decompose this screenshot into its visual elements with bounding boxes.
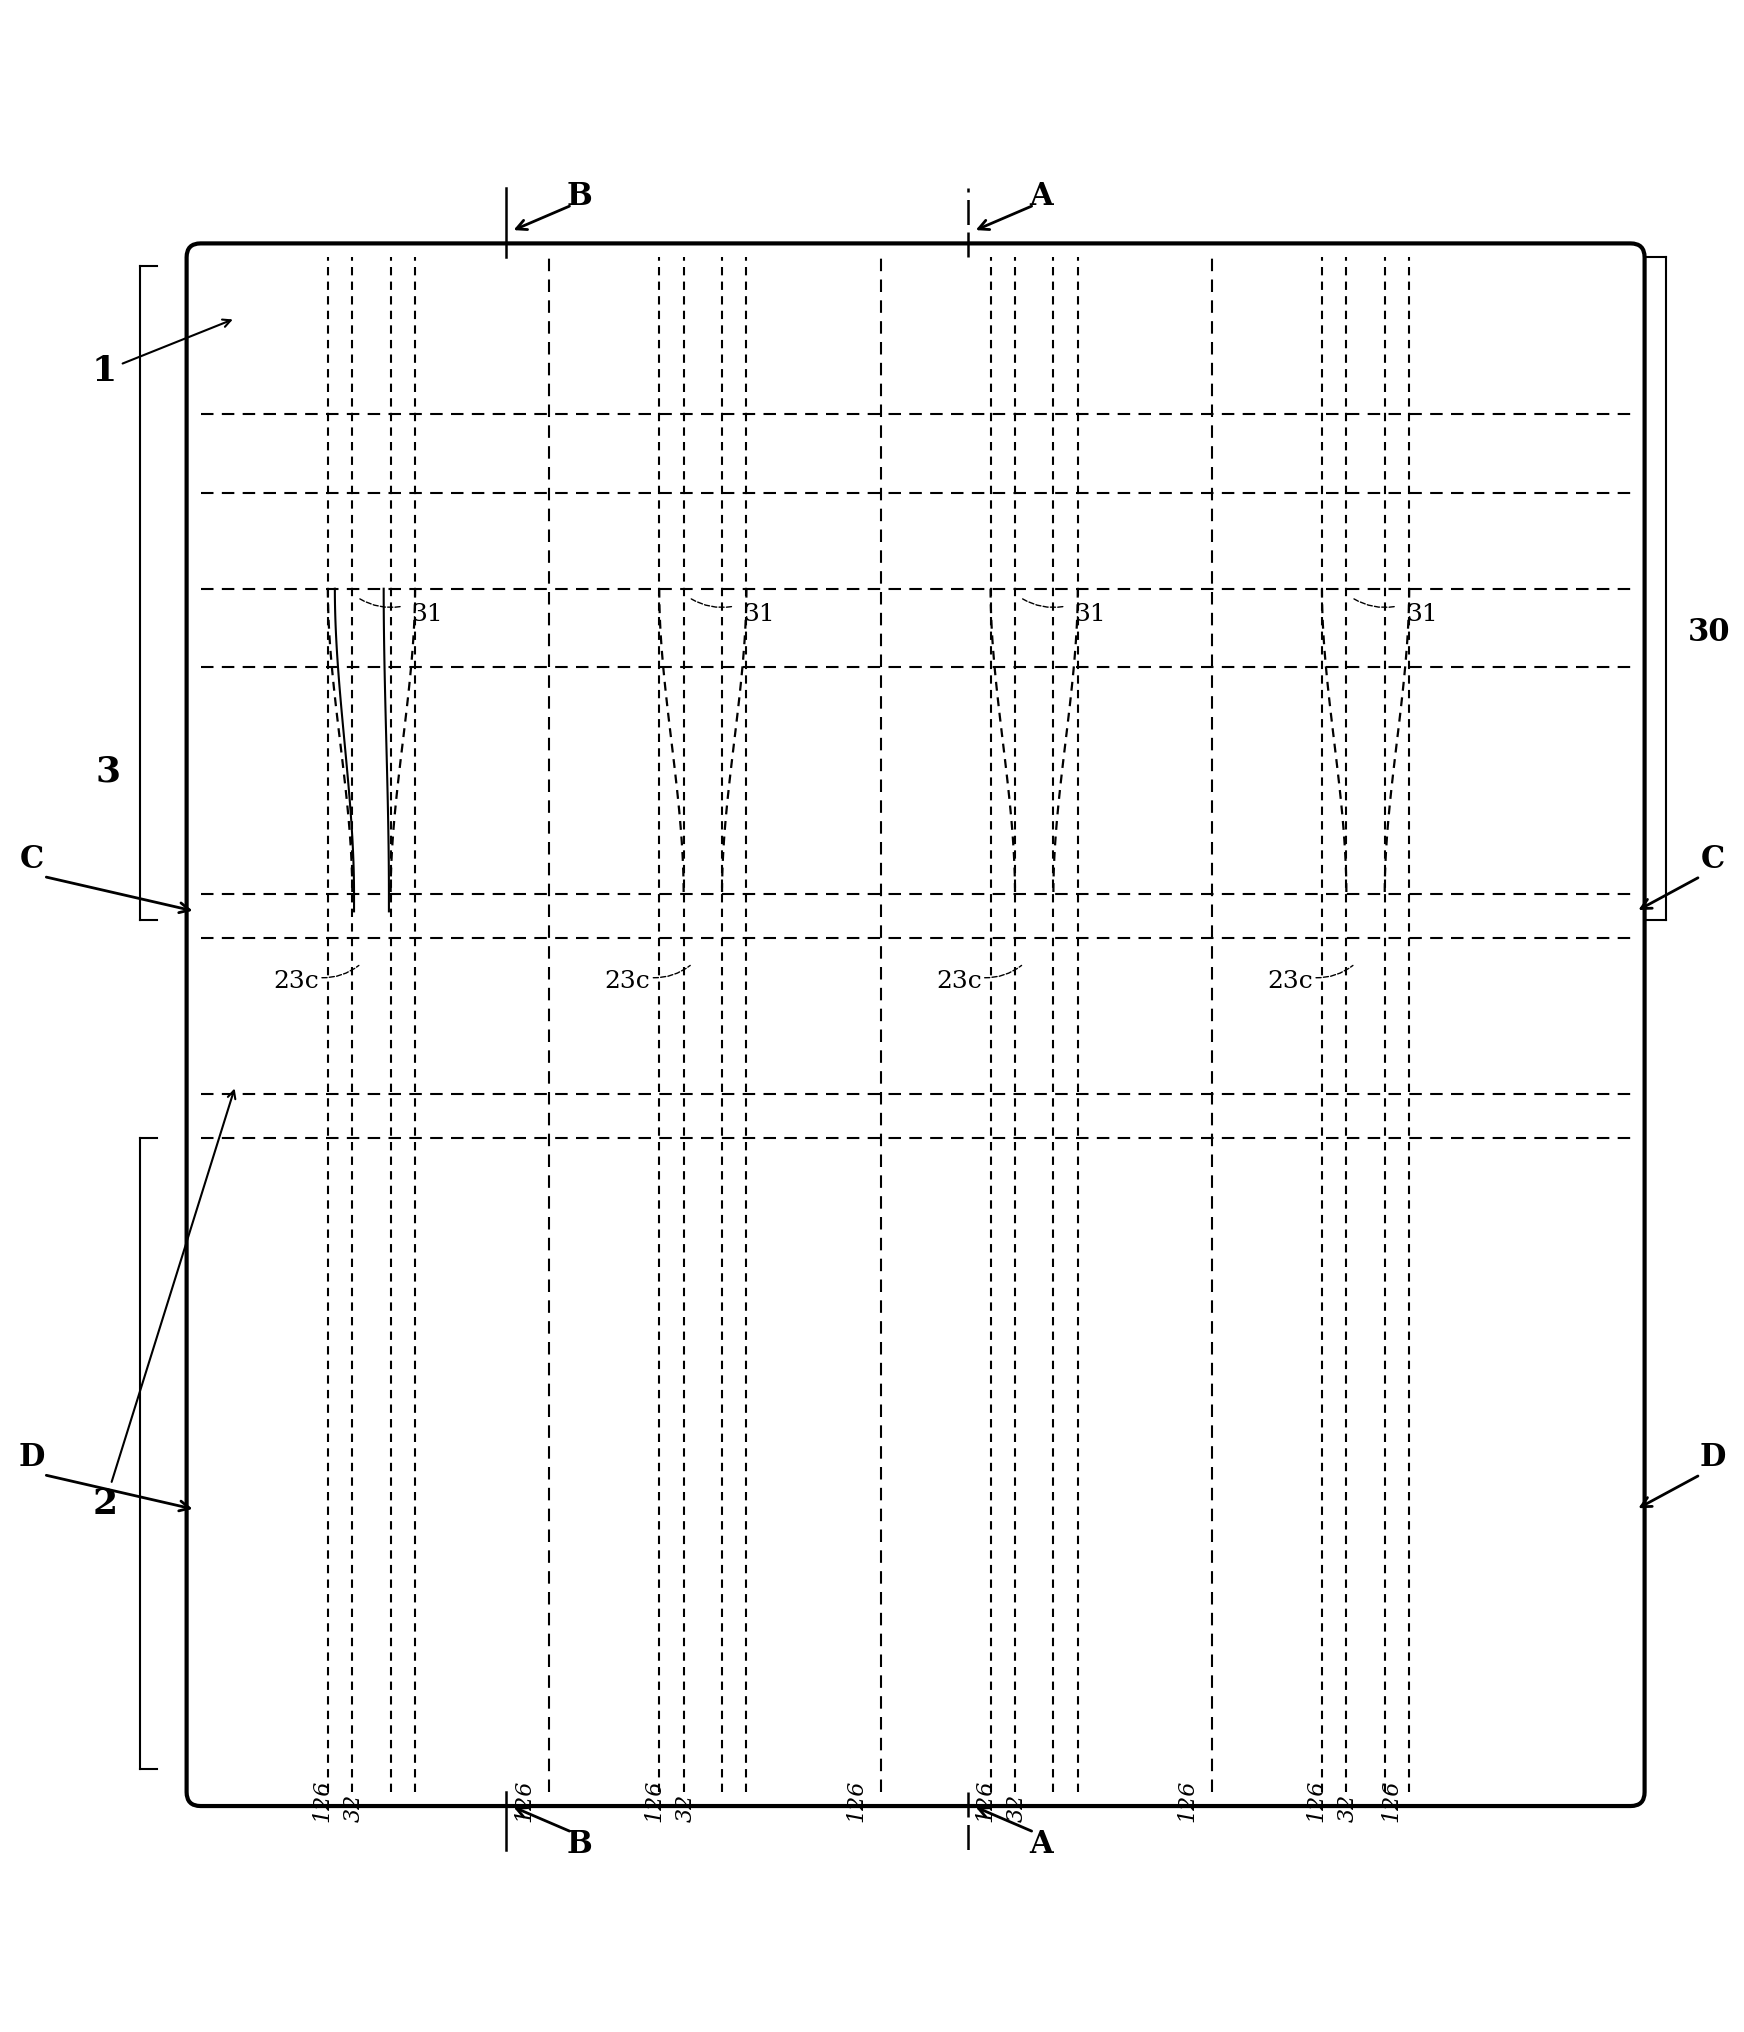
Text: C: C — [19, 843, 44, 874]
Text: 31: 31 — [743, 604, 774, 626]
Text: 32: 32 — [1006, 1794, 1027, 1823]
Text: 2: 2 — [92, 1091, 235, 1522]
Text: C: C — [1700, 843, 1725, 874]
Text: 126: 126 — [975, 1780, 996, 1823]
Text: 32: 32 — [1338, 1794, 1359, 1823]
Text: B: B — [567, 1829, 591, 1859]
FancyBboxPatch shape — [187, 244, 1645, 1806]
Text: 126: 126 — [846, 1780, 867, 1823]
Text: 23c: 23c — [605, 969, 651, 992]
Text: 31: 31 — [1074, 604, 1106, 626]
Text: A: A — [1029, 1829, 1053, 1859]
Text: 126: 126 — [1177, 1780, 1198, 1823]
Text: 23c: 23c — [937, 969, 982, 992]
Text: 126: 126 — [1381, 1780, 1402, 1823]
Text: 126: 126 — [312, 1780, 333, 1823]
Text: 1: 1 — [92, 319, 230, 388]
Text: B: B — [567, 181, 591, 211]
Text: A: A — [1029, 181, 1053, 211]
Text: 32: 32 — [675, 1794, 696, 1823]
Text: D: D — [1699, 1443, 1727, 1473]
Text: 23c: 23c — [1268, 969, 1313, 992]
Text: 31: 31 — [1406, 604, 1437, 626]
Text: 126: 126 — [644, 1780, 664, 1823]
Text: 126: 126 — [1306, 1780, 1327, 1823]
Text: 30: 30 — [1688, 618, 1730, 648]
Text: 32: 32 — [344, 1794, 364, 1823]
Text: 31: 31 — [412, 604, 443, 626]
Text: D: D — [17, 1443, 45, 1473]
Text: 23c: 23c — [274, 969, 319, 992]
Text: 3: 3 — [96, 754, 120, 788]
Text: 126: 126 — [514, 1780, 535, 1823]
